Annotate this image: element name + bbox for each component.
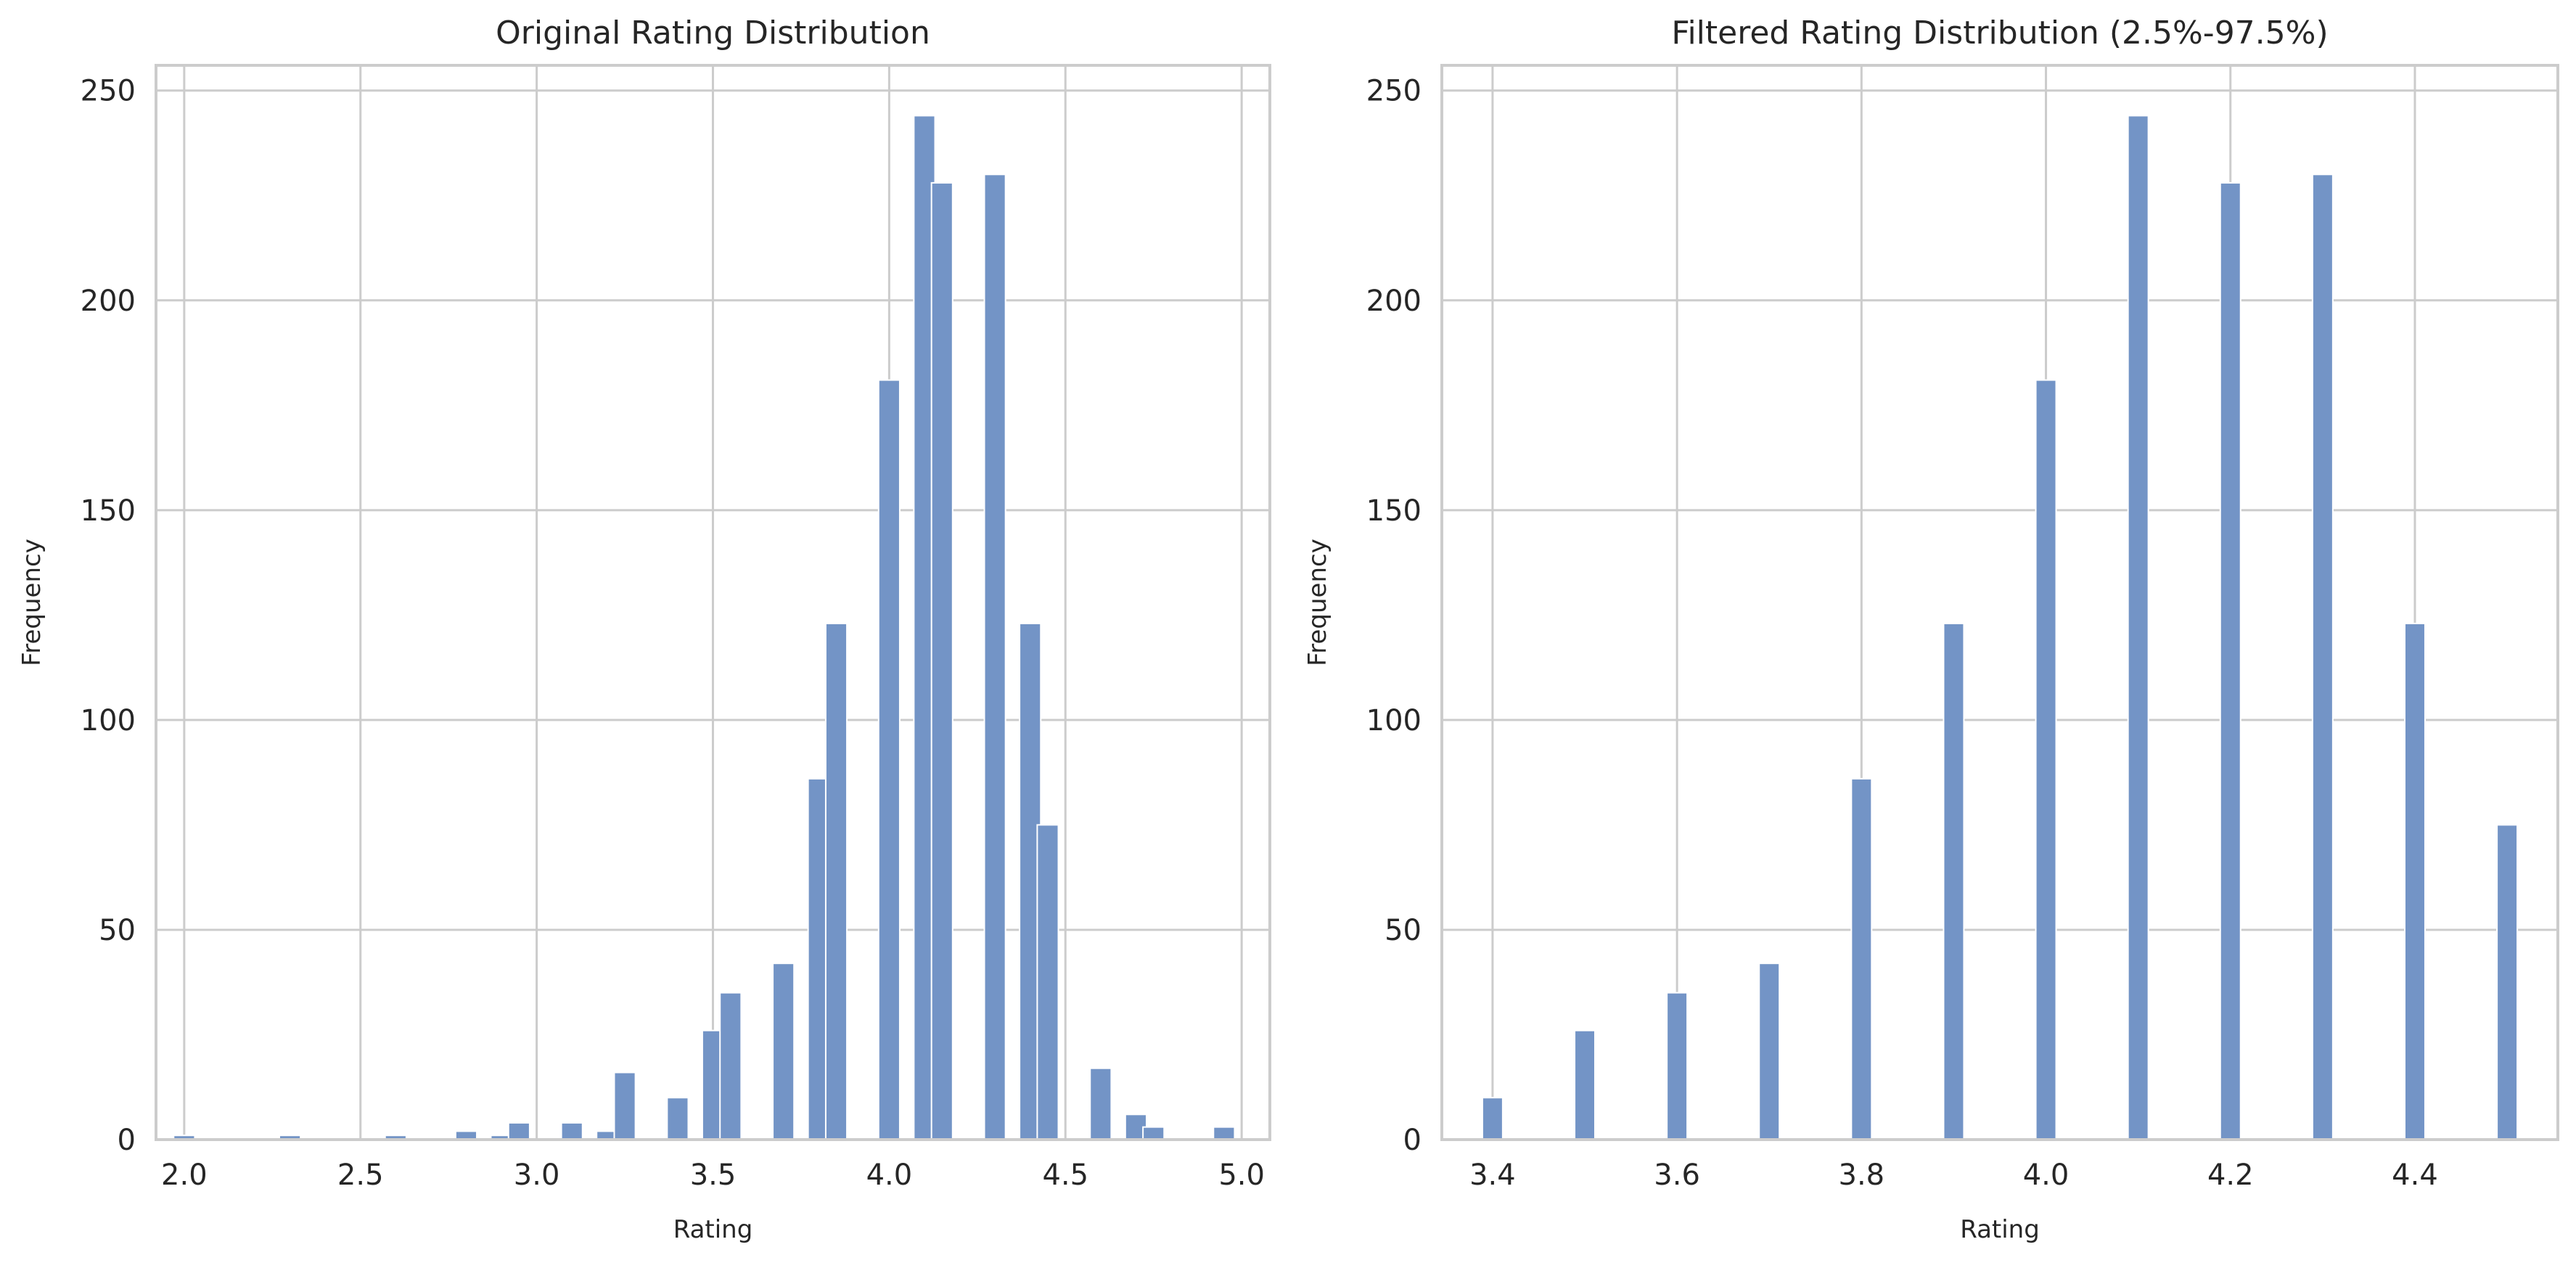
panel1-y-tick-label: 0 [118, 1124, 136, 1157]
panel2-y-tick-label: 100 [1366, 704, 1422, 737]
panel1-bar [983, 173, 1006, 1140]
panel1-bar [1089, 1067, 1112, 1140]
panel1-x-tick-label: 4.5 [1042, 1158, 1088, 1192]
panel1-bar [719, 992, 742, 1140]
panel1-bar [560, 1121, 583, 1140]
panel2-y-axis-label: Frequency [1303, 539, 1332, 666]
panel1-y-tick-label: 250 [81, 75, 136, 108]
panel2-title: Filtered Rating Distribution (2.5%-97.5%… [1671, 15, 2328, 52]
panel1-axes-frame [155, 64, 1271, 1141]
panel1-bar [930, 181, 953, 1140]
panel1-x-axis-label: Rating [673, 1215, 753, 1244]
panel2-bar [1943, 622, 1965, 1140]
panel2-bar [1481, 1097, 1504, 1140]
panel1-y-tick-label: 200 [81, 285, 136, 318]
panel1-bar [772, 963, 795, 1140]
panel2-bar [2127, 115, 2149, 1140]
panel1-x-tick-label: 2.5 [337, 1158, 384, 1192]
panel2-x-tick-label: 4.4 [2392, 1158, 2438, 1192]
panel2-y-tick-label: 0 [1403, 1124, 1422, 1157]
panel1-bar [1213, 1126, 1236, 1140]
panel2-x-axis-label: Rating [1960, 1215, 2040, 1244]
panel2-bar [1666, 992, 1689, 1140]
panel1-y-tick-label: 50 [99, 914, 136, 947]
panel2-y-tick-label: 50 [1385, 914, 1422, 947]
panel2-bar [1850, 777, 1873, 1140]
panel1-x-tick-label: 4.0 [866, 1158, 913, 1192]
panel2-x-tick-label: 3.8 [1839, 1158, 1885, 1192]
panel2-bar [2404, 622, 2426, 1140]
panel1-bar [666, 1097, 689, 1140]
panel2-y-tick-label: 200 [1366, 285, 1422, 318]
panel2-y-tick-label: 250 [1366, 75, 1422, 108]
panel1-bar [877, 379, 901, 1140]
panel1-bar [824, 622, 848, 1140]
panel1-y-tick-label: 150 [81, 494, 136, 528]
panel2-axes-frame [1440, 64, 2559, 1141]
panel1-x-tick-label: 3.5 [690, 1158, 737, 1192]
panel2-x-tick-label: 4.0 [2023, 1158, 2070, 1192]
panel1-x-tick-label: 2.0 [161, 1158, 208, 1192]
panel1-title: Original Rating Distribution [496, 15, 930, 52]
panel2-bar [1758, 963, 1781, 1140]
panel2-bar [2496, 824, 2519, 1140]
panel1-bar [1036, 824, 1059, 1140]
panel2-bar [2035, 379, 2057, 1140]
panel1-bar [1142, 1126, 1165, 1140]
panel1-bar [507, 1121, 530, 1140]
panel2-y-tick-label: 150 [1366, 494, 1422, 528]
panel1-y-tick-label: 100 [81, 704, 136, 737]
panel2-bar [2219, 181, 2241, 1140]
panel2-bar [2311, 173, 2334, 1140]
panel1-bar [613, 1071, 636, 1140]
panel2-bar [1574, 1029, 1596, 1140]
panel1-x-tick-label: 5.0 [1218, 1158, 1265, 1192]
panel2-x-tick-label: 3.4 [1469, 1158, 1516, 1192]
panel1-y-axis-label: Frequency [17, 539, 46, 666]
panel2-x-tick-label: 3.6 [1654, 1158, 1700, 1192]
panel2-x-tick-label: 4.2 [2207, 1158, 2254, 1192]
panel1-x-tick-label: 3.0 [514, 1158, 560, 1192]
